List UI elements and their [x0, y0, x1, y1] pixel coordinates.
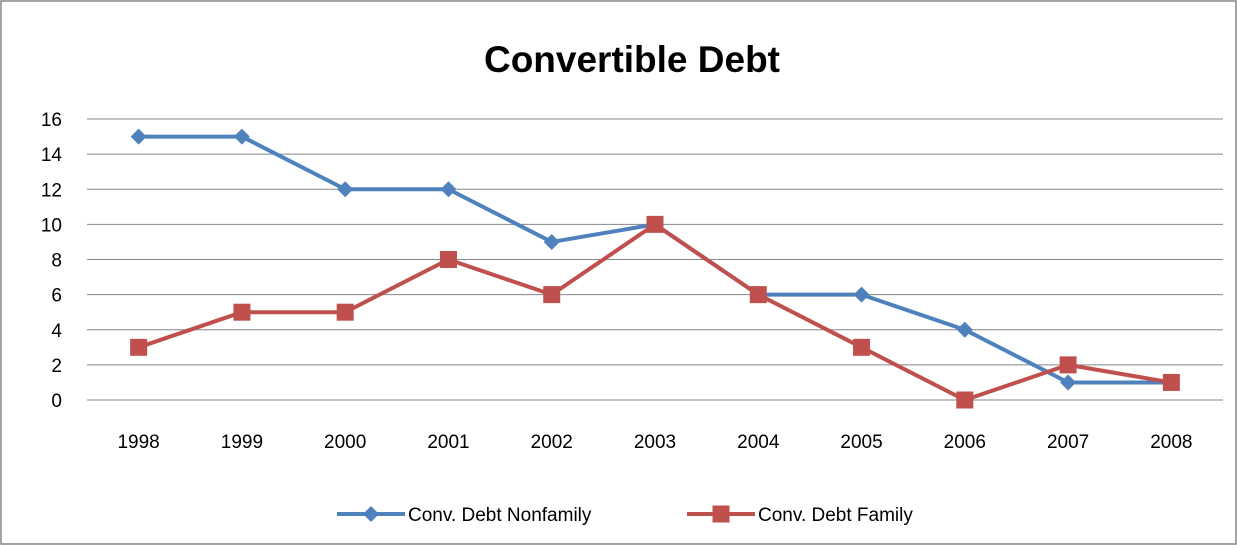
x-tick-label-2006: 2006 — [944, 432, 986, 453]
x-tick-label-2000: 2000 — [324, 432, 366, 453]
legend-item-conv-debt-family: Conv. Debt Family — [687, 505, 913, 526]
data-point-conv-debt-family-2006 — [956, 391, 974, 409]
y-tick-label-6: 6 — [51, 286, 62, 307]
x-tick-label-2004: 2004 — [737, 432, 780, 453]
data-point-conv-debt-family-2002 — [543, 286, 561, 304]
y-tick-label-8: 8 — [51, 251, 62, 272]
data-point-conv-debt-family-2003 — [646, 215, 664, 233]
y-tick-label-2: 2 — [51, 356, 62, 377]
x-tick-label-1999: 1999 — [221, 432, 263, 453]
data-point-conv-debt-family-2001 — [439, 251, 457, 268]
data-point-conv-debt-nonfamily-2001 — [440, 181, 457, 198]
data-point-conv-debt-family-2008 — [1162, 373, 1180, 391]
x-axis-tick-labels: 1998 1999 2000 2001 2002 2003 2004 2005 2006 2007… — [117, 432, 1192, 453]
data-point-conv-debt-nonfamily-1998 — [130, 128, 147, 145]
data-point-conv-debt-family-2004 — [749, 286, 767, 304]
y-tick-label-12: 12 — [41, 180, 62, 201]
x-tick-label-1998: 1998 — [117, 432, 159, 453]
data-point-conv-debt-family-1999 — [233, 303, 251, 321]
legend-marker-conv-debt-family — [712, 505, 730, 523]
data-point-conv-debt-family-2005 — [853, 338, 871, 356]
y-tick-label-10: 10 — [41, 215, 62, 236]
y-tick-label-16: 16 — [41, 110, 62, 131]
chart-title: Convertible Debt — [484, 39, 780, 80]
x-tick-label-2001: 2001 — [427, 432, 469, 453]
data-point-conv-debt-nonfamily-2000 — [337, 181, 354, 198]
data-point-conv-debt-nonfamily-2002 — [543, 233, 560, 250]
data-point-conv-debt-nonfamily-2006 — [956, 321, 973, 338]
legend-marker-conv-debt-nonfamily — [363, 506, 379, 522]
x-tick-label-2007: 2007 — [1047, 432, 1089, 453]
y-tick-label-0: 0 — [51, 391, 62, 412]
series-conv-debt-family — [130, 215, 1180, 409]
legend-label-conv-debt-nonfamily: Conv. Debt Nonfamily — [408, 505, 592, 526]
y-axis-tick-labels: 0 2 4 6 8 10 12 14 16 — [41, 110, 63, 412]
x-tick-label-2005: 2005 — [840, 432, 882, 453]
data-point-conv-debt-nonfamily-2005 — [853, 286, 870, 303]
series-lines — [130, 128, 1180, 409]
x-tick-label-2008: 2008 — [1150, 432, 1192, 453]
legend: Conv. Debt Nonfamily Conv. Debt Family — [337, 505, 913, 526]
data-point-conv-debt-nonfamily-1999 — [233, 128, 250, 145]
y-tick-label-4: 4 — [51, 321, 62, 342]
legend-label-conv-debt-family: Conv. Debt Family — [758, 505, 913, 526]
x-tick-label-2002: 2002 — [531, 432, 573, 453]
data-point-conv-debt-family-2007 — [1059, 356, 1077, 374]
data-point-conv-debt-family-2000 — [336, 303, 354, 321]
legend-item-conv-debt-nonfamily: Conv. Debt Nonfamily — [337, 505, 592, 526]
data-point-conv-debt-family-1998 — [130, 338, 148, 356]
x-tick-label-2003: 2003 — [634, 432, 676, 453]
data-point-conv-debt-nonfamily-2007 — [1060, 374, 1077, 391]
y-tick-label-14: 14 — [41, 145, 63, 166]
